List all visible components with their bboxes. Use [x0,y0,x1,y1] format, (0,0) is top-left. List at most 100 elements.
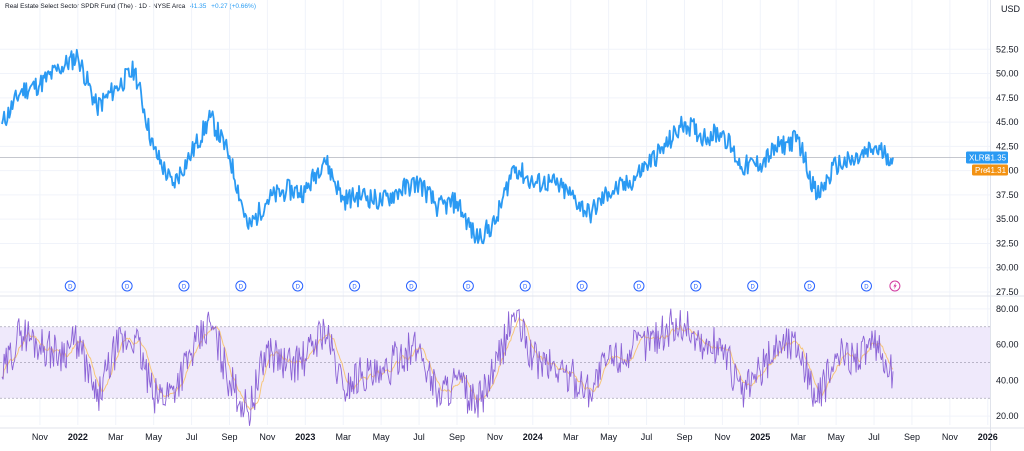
time-tick-label: 2024 [523,432,543,442]
time-tick-label: Sep [449,432,465,442]
dividend-letter: D [580,284,585,290]
rsi-tick-label: 80.00 [996,304,1019,314]
dividend-letter: D [637,284,642,290]
rsi-tick-label: 40.00 [996,375,1019,385]
time-tick-label: Sep [221,432,237,442]
time-tick-label: Jul [413,432,425,442]
dividend-letter: D [125,284,130,290]
rsi-tick-label: 60.00 [996,340,1019,350]
rsi-tick-label: 20.00 [996,411,1019,421]
rsi-axis: 80.00 60.00 40.00 20.00 [996,304,1019,421]
time-tick-label: Mar [335,432,351,442]
dividend-marker[interactable]: D [178,280,190,292]
dividend-marker[interactable]: D [519,280,531,292]
last-badge-value: 41.35 [986,154,1007,163]
dividend-icon [349,280,361,292]
time-tick-label: Jul [868,432,880,442]
time-tick-label: Mar [108,432,124,442]
time-tick-label: Nov [32,432,49,442]
dividend-letter: D [68,284,73,290]
price-series-line [1,48,894,245]
time-tick-label: Mar [563,432,579,442]
dividend-icon [405,280,417,292]
currency-label: USD [1001,4,1021,14]
dividend-icon [860,280,872,292]
price-badges: XLRE 41.35 Pre 41.31 [966,151,1008,176]
time-tick-label: May [373,432,391,442]
dividend-marker[interactable]: D [860,280,872,292]
dividend-icon [690,280,702,292]
dividend-letter: D [182,284,187,290]
flash-icon [893,282,897,290]
time-tick-label: 2026 [978,432,998,442]
dividend-marker[interactable]: D [349,280,361,292]
dividend-icon [121,280,133,292]
pre-badge-label: Pre [975,166,988,175]
last-price: 41.35 [190,3,207,10]
dividend-letter: D [864,284,869,290]
dividend-letter: D [807,284,812,290]
dividend-icon [633,280,645,292]
dividend-icon [235,280,247,292]
price-tick-label: 37.50 [996,190,1019,200]
price-tick-label: 52.50 [996,44,1019,54]
time-tick-label: Sep [676,432,692,442]
dividend-letter: D [239,284,244,290]
time-tick-label: 2023 [295,432,315,442]
time-tick-label: May [145,432,163,442]
rsi-ma-series-line [1,316,894,411]
dividend-letter: D [296,284,301,290]
time-axis: Nov 2022 Mar May Jul Sep Nov 2023 Mar May Jul Sep No… [32,432,998,442]
dividend-marker[interactable]: D [235,280,247,292]
dividend-icon [462,280,474,292]
dividend-marker[interactable]: D [405,280,417,292]
time-tick-label: Jul [641,432,653,442]
time-tick-label: Mar [790,432,806,442]
time-tick-label: Nov [942,432,959,442]
dividend-marker[interactable]: D [462,280,474,292]
last-price-badge [966,151,1008,164]
dividend-marker[interactable]: D [804,280,816,292]
time-tick-label: Sep [904,432,920,442]
dividend-letter: D [409,284,414,290]
dividend-marker[interactable]: D [576,280,588,292]
dividend-marker[interactable]: D [633,280,645,292]
price-tick-label: 32.50 [996,238,1019,248]
dividend-marker[interactable]: D [292,280,304,292]
dividend-marker[interactable]: D [690,280,702,292]
dividend-marker[interactable]: D [121,280,133,292]
dividend-letter: D [751,284,756,290]
dividend-marker[interactable]: D [747,280,759,292]
price-tick-label: 45.00 [996,117,1019,127]
dividend-icon [747,280,759,292]
pre-badge-value: 41.31 [986,166,1007,175]
dividend-letter: D [523,284,528,290]
earnings-flash-icon[interactable] [889,280,901,292]
dividend-marker[interactable]: D [64,280,76,292]
pre-market-badge [972,164,1008,176]
price-tick-label: 50.00 [996,69,1019,79]
time-tick-label: May [828,432,846,442]
time-tick-label: Nov [259,432,276,442]
time-tick-label: 2025 [750,432,770,442]
time-tick-label: Jul [186,432,198,442]
time-tick-label: Nov [487,432,504,442]
rsi-series-line [1,308,894,426]
dividend-letter: D [694,284,699,290]
dividend-icon [576,280,588,292]
price-tick-label: 42.50 [996,141,1019,151]
dividend-icon [178,280,190,292]
dividend-icon [804,280,816,292]
chart-header: Real Estate Select Sector SPDR Fund (The… [5,3,256,10]
dividend-icon [292,280,304,292]
price-tick-label: 27.50 [996,287,1019,297]
dividend-icon [64,280,76,292]
price-change: +0.27 (+0.66%) [211,3,256,10]
time-tick-label: Nov [714,432,731,442]
dividend-icon [519,280,531,292]
instrument-title: Real Estate Select Sector SPDR Fund (The… [5,3,186,10]
last-badge-label: XLRE [969,154,990,163]
time-tick-label: May [600,432,618,442]
